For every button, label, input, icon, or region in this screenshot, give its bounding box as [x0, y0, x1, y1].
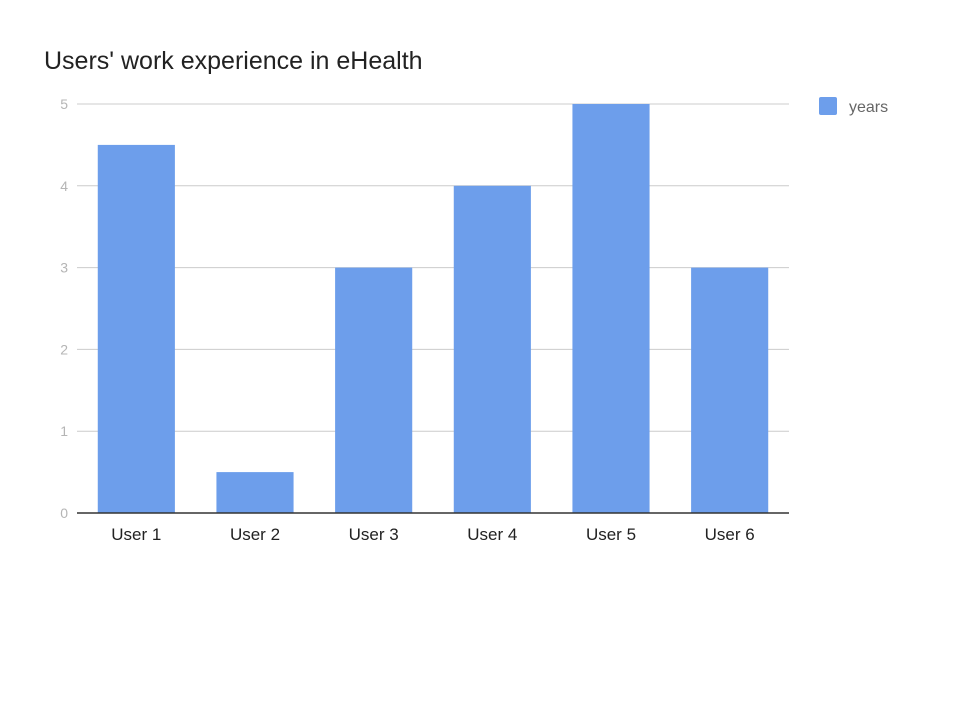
legend-swatch — [819, 97, 837, 115]
y-axis-tick-labels: 0 1 2 3 4 5 — [60, 96, 68, 521]
bar-user-4 — [453, 185, 531, 514]
x-axis-tick-labels: User 1 User 2 User 3 User 4 User 5 User 6 — [111, 525, 754, 544]
chart-title: Users' work experience in eHealth — [44, 47, 423, 75]
x-tick-label: User 3 — [349, 525, 399, 544]
y-tick-label: 3 — [60, 260, 68, 276]
bar-user-1 — [97, 144, 175, 513]
bar-user-6 — [691, 267, 769, 513]
x-tick-label: User 2 — [230, 525, 280, 544]
x-tick-label: User 1 — [111, 525, 161, 544]
legend: years — [819, 97, 888, 116]
y-tick-label: 5 — [60, 96, 68, 112]
x-tick-label: User 5 — [586, 525, 636, 544]
bar-user-3 — [335, 267, 413, 513]
y-tick-label: 0 — [60, 505, 68, 521]
gridlines — [77, 103, 789, 432]
y-tick-label: 1 — [60, 423, 68, 439]
bar-user-2 — [216, 472, 294, 513]
y-tick-label: 4 — [60, 178, 68, 194]
bars — [97, 104, 769, 514]
y-tick-label: 2 — [60, 341, 68, 357]
x-tick-label: User 4 — [467, 525, 517, 544]
x-tick-label: User 6 — [705, 525, 755, 544]
legend-label: years — [849, 99, 888, 116]
bar-user-5 — [572, 104, 650, 513]
